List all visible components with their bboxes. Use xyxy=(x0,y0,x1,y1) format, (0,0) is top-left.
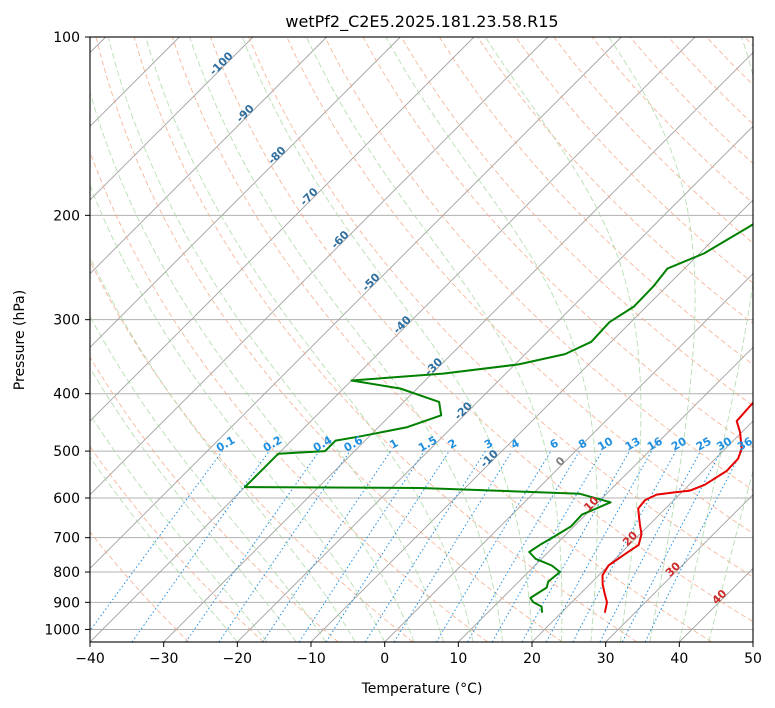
isotherm-line xyxy=(237,125,753,642)
dewpoint-profile-line xyxy=(243,223,753,613)
x-tick-label: 30 xyxy=(597,651,615,667)
y-tick-label: 900 xyxy=(53,595,80,611)
isotherm-line xyxy=(384,273,753,642)
y-tick-label: 400 xyxy=(53,387,80,403)
mixing-ratio-line xyxy=(185,450,320,642)
moist-adiabat-line xyxy=(241,37,533,642)
mixing-ratio-line xyxy=(545,450,653,642)
moist-adiabat-line xyxy=(90,367,297,642)
y-tick-label: 200 xyxy=(53,208,80,224)
dry-adiabat-line xyxy=(90,150,488,642)
dry-adiabat-line xyxy=(553,37,753,244)
axes: −40 −30 −20 −10 0 10 20 30 40 50 100 200 300 400 500 60… xyxy=(44,30,762,667)
dry-adiabat-line xyxy=(90,531,190,642)
mixing-ratio-label: 36 xyxy=(735,434,755,453)
moist-adiabat-line xyxy=(90,184,386,642)
x-tick-label: 20 xyxy=(523,651,541,667)
dry-adiabat-line xyxy=(362,37,753,449)
dry-adiabat-line xyxy=(133,37,638,642)
y-axis-label: Pressure (hPa) xyxy=(12,290,28,390)
x-tick-label: 10 xyxy=(449,651,467,667)
dry-adiabats xyxy=(90,37,753,642)
temperature-profile-line xyxy=(601,401,753,613)
x-tick-label: 50 xyxy=(744,651,762,667)
y-tick-label: 100 xyxy=(53,30,80,46)
mixing-ratio-line xyxy=(644,450,743,642)
mixing-ratio-line xyxy=(218,450,351,642)
y-tick-label: 700 xyxy=(53,531,80,547)
moist-adiabat-line xyxy=(107,37,445,642)
dry-adiabat-line xyxy=(171,37,712,642)
plot-frame xyxy=(89,36,754,643)
x-tick-label: 40 xyxy=(670,651,688,667)
mixing-ratio-line xyxy=(298,450,425,642)
y-tick-label: 600 xyxy=(53,491,80,507)
dry-adiabat-line xyxy=(248,37,753,578)
isotherm-line xyxy=(90,37,548,496)
x-tick-label: −30 xyxy=(149,651,179,667)
sounding-profiles xyxy=(243,223,753,613)
moist-adiabat-line xyxy=(385,37,598,642)
dry-adiabat-line xyxy=(95,37,563,642)
dry-adiabat-line xyxy=(286,37,753,534)
moist-adiabat-line xyxy=(90,90,415,642)
mixing-ratio-line xyxy=(131,450,270,642)
mixing-ratio-line xyxy=(90,450,223,632)
moist-adiabat-line xyxy=(189,37,503,642)
moist-adiabat-line xyxy=(708,469,753,642)
isotherm-line xyxy=(90,37,696,642)
x-tick-label: −10 xyxy=(296,651,326,667)
isotherm-line xyxy=(90,37,622,569)
isotherm-line xyxy=(163,52,753,642)
mixing-ratio-line xyxy=(572,450,677,642)
mixing-ratio-line xyxy=(325,450,450,642)
isotherm-line xyxy=(90,37,327,275)
moist-adiabat-line xyxy=(90,255,356,642)
isotherm-line xyxy=(90,37,475,422)
moist-adiabat-line xyxy=(678,37,753,642)
isotherm-line xyxy=(90,37,254,201)
y-tick-label: 1000 xyxy=(44,622,80,638)
y-tick-label: 800 xyxy=(53,565,80,581)
isotherm-line xyxy=(605,494,753,642)
moist-adiabat-line xyxy=(485,37,642,642)
pressure-gridlines xyxy=(90,37,753,630)
x-axis-label: Temperature (°C) xyxy=(361,681,483,697)
x-tick-label: −40 xyxy=(75,651,105,667)
mixing-ratio-line xyxy=(262,450,392,642)
x-tick-label: 0 xyxy=(380,651,389,667)
plot-background xyxy=(90,37,753,642)
isotherm-line xyxy=(90,37,401,348)
moist-adiabat-line xyxy=(90,315,327,642)
chart-title: wetPf2_C2E5.2025.181.23.58.R15 xyxy=(285,12,558,32)
dry-adiabat-line xyxy=(210,37,753,623)
moist-adiabat-line xyxy=(145,37,474,642)
dry-adiabat-line xyxy=(591,37,753,204)
y-tick-label: 500 xyxy=(53,444,80,460)
dry-adiabat-line xyxy=(400,37,753,407)
moist-adiabat-line xyxy=(608,37,696,642)
moist-adiabats xyxy=(90,37,753,642)
dry-adiabat-line xyxy=(439,37,753,365)
moist-adiabat-line xyxy=(90,456,238,642)
x-tick-label: −20 xyxy=(223,651,253,667)
dry-adiabat-line xyxy=(324,37,753,491)
moist-adiabat-line xyxy=(305,37,563,642)
y-tick-label: 300 xyxy=(53,313,80,329)
mixing-ratio-line xyxy=(521,450,630,642)
mixing-ratio-line xyxy=(393,450,513,642)
mixing-ratio-lines xyxy=(90,450,743,642)
dry-adiabat-line xyxy=(90,259,414,642)
dry-adiabat-line xyxy=(90,356,339,642)
